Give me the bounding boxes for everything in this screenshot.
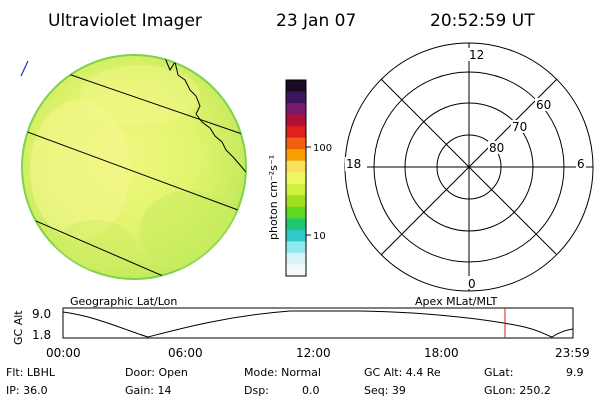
colorbar-segment — [286, 218, 306, 231]
stray-mark — [20, 60, 29, 77]
status-block: Flt: LBHL IP: 36.0 Door: Open Gain: 14 M… — [6, 366, 584, 397]
colorbar: 100 10 photon cm⁻²s⁻¹ — [267, 79, 332, 277]
colorbar-segment — [286, 195, 306, 208]
colorbar-segment — [286, 149, 306, 162]
altitude-ytick-top: 9.0 — [32, 307, 51, 321]
altitude-xtick-3: 18:00 — [424, 346, 459, 360]
colorbar-segment — [286, 252, 306, 266]
mlt-label-0: 0 — [468, 277, 476, 291]
colorbar-segment — [286, 103, 306, 116]
status-mode: Mode: Normal — [244, 366, 321, 379]
colorbar-unit-label: photon cm⁻²s⁻¹ — [267, 155, 280, 240]
status-dsp-value: 0.0 — [302, 384, 320, 397]
status-glat-value: 9.9 — [566, 366, 584, 379]
mlt-label-12: 12 — [469, 48, 484, 62]
colorbar-segment — [286, 126, 306, 139]
colorbar-segment — [286, 172, 306, 185]
status-ip: IP: 36.0 — [6, 384, 48, 397]
colorbar-segment — [286, 183, 306, 196]
colorbar-segment — [286, 264, 306, 277]
colorbar-segment — [286, 206, 306, 219]
altitude-curve — [62, 310, 574, 338]
mlt-label-18: 18 — [346, 157, 361, 171]
status-gc-alt: GC Alt: 4.4 Re — [364, 366, 441, 379]
status-flt: Flt: LBHL — [6, 366, 56, 379]
status-seq: Seq: 39 — [364, 384, 406, 397]
coastline — [164, 57, 246, 173]
instrument-title: Ultraviolet Imager — [48, 11, 202, 31]
colorbar-segment — [286, 160, 306, 173]
altitude-plot: GC Alt 9.0 1.8 00:00 06:00 12:00 18:00 2… — [12, 307, 590, 360]
polar-grid — [344, 42, 594, 292]
colorbar-segment — [286, 241, 306, 254]
lat-label-80: 80 — [489, 141, 504, 155]
colorbar-segment — [286, 114, 306, 127]
grid-line-2 — [22, 129, 239, 211]
lat-label-70: 70 — [512, 120, 527, 134]
status-glon: GLon: 250.2 — [484, 384, 551, 397]
time-label: 20:52:59 UT — [430, 11, 535, 31]
grid-line-3 — [22, 214, 201, 279]
altitude-ylabel: GC Alt — [12, 310, 25, 345]
colorbar-segment — [286, 91, 306, 104]
colorbar-tick-label-100: 100 — [313, 143, 332, 154]
altitude-xtick-2: 12:00 — [296, 346, 331, 360]
colorbar-tick-label-10: 10 — [313, 231, 326, 242]
status-door: Door: Open — [125, 366, 188, 379]
altitude-xtick-4: 23:59 — [555, 346, 590, 360]
status-dsp: Dsp: — [244, 384, 269, 397]
apex-label: Apex MLat/MLT — [415, 295, 498, 308]
altitude-xtick-0: 00:00 — [46, 346, 81, 360]
date-label: 23 Jan 07 — [276, 11, 356, 31]
geographic-label: Geographic Lat/Lon — [70, 295, 177, 308]
lat-label-60: 60 — [536, 98, 551, 112]
colorbar-segment — [286, 229, 306, 243]
colorbar-segment — [286, 137, 306, 150]
uv-image-disk — [21, 54, 247, 280]
colorbar-segment — [286, 80, 306, 93]
altitude-xtick-1: 06:00 — [168, 346, 203, 360]
status-gain: Gain: 14 — [125, 384, 172, 397]
mlt-label-6: 6 — [577, 157, 585, 171]
altitude-ytick-bottom: 1.8 — [32, 328, 51, 342]
status-glat: GLat: — [484, 366, 513, 379]
